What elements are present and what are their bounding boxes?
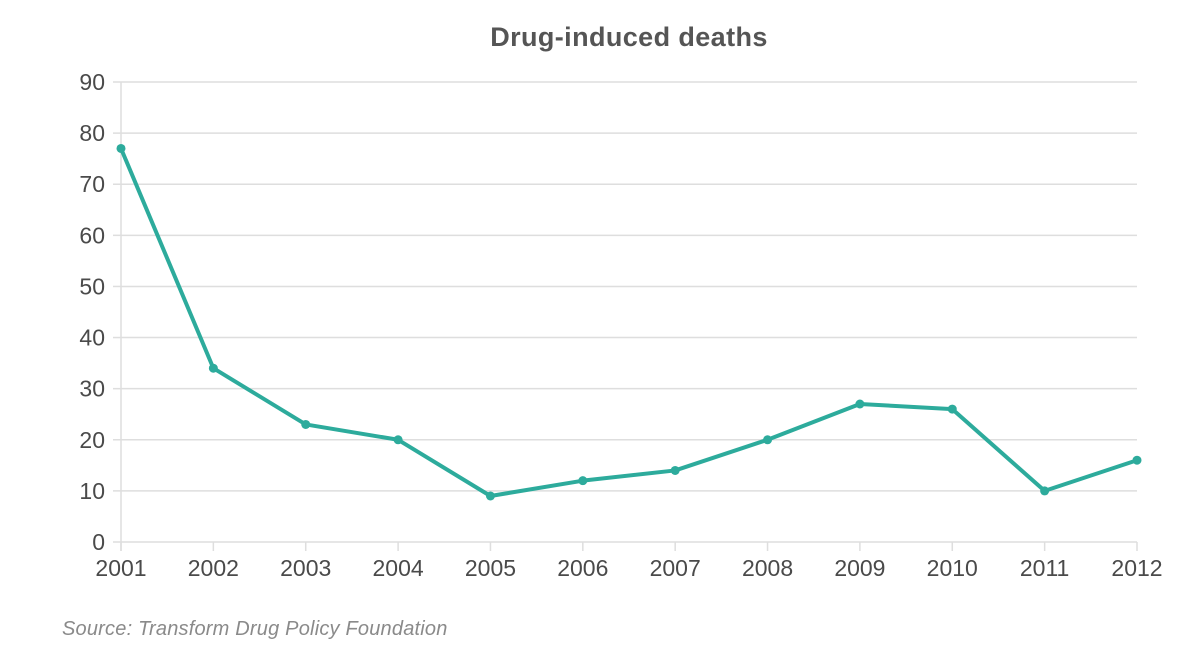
source-note: Source: Transform Drug Policy Foundation — [62, 618, 448, 640]
chart-title: Drug-induced deaths — [490, 22, 768, 52]
y-axis-label: 90 — [79, 69, 105, 95]
data-point — [393, 435, 403, 445]
y-axis-label: 70 — [79, 171, 105, 197]
y-axis-label: 50 — [79, 273, 105, 299]
y-axis-label: 30 — [79, 376, 105, 402]
x-axis-label: 2004 — [373, 555, 424, 581]
y-axis-label: 10 — [79, 478, 105, 504]
data-point — [1040, 486, 1050, 496]
x-axis-label: 2011 — [1020, 555, 1069, 581]
data-point — [208, 363, 218, 373]
data-point — [1132, 455, 1142, 465]
y-axis-label: 60 — [79, 222, 105, 248]
y-axis-label: 20 — [79, 427, 105, 453]
x-axis-label: 2008 — [742, 555, 793, 581]
data-point — [670, 465, 680, 475]
x-axis-label: 2007 — [650, 555, 701, 581]
y-axis-label: 40 — [79, 325, 105, 351]
x-axis-label: 2003 — [280, 555, 331, 581]
data-point — [855, 399, 865, 409]
x-axis-label: 2006 — [557, 555, 608, 581]
x-axis-label: 2005 — [465, 555, 516, 581]
data-point — [485, 491, 495, 501]
y-axis-label: 0 — [92, 529, 105, 555]
data-point — [301, 419, 311, 429]
data-point — [947, 404, 957, 414]
data-point — [578, 476, 588, 486]
y-axis-label: 80 — [79, 120, 105, 146]
x-axis-label: 2009 — [834, 555, 885, 581]
x-axis-label: 2012 — [1111, 555, 1162, 581]
data-point — [116, 143, 126, 153]
x-axis-label: 2002 — [188, 555, 239, 581]
x-axis-label: 2010 — [927, 555, 978, 581]
data-line — [119, 146, 1139, 498]
x-axis-label: 2001 — [95, 555, 146, 581]
data-point — [763, 435, 773, 445]
